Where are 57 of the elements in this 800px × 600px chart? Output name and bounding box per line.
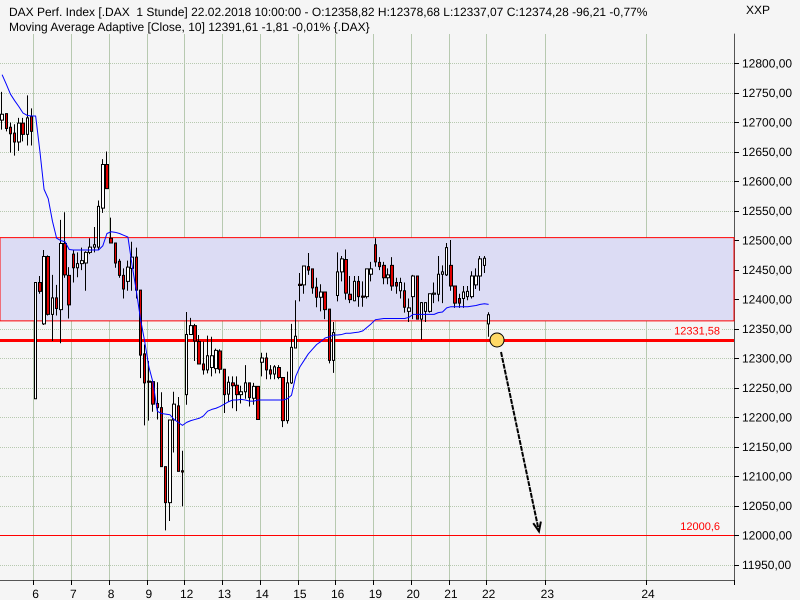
candlestick: [487, 312, 490, 338]
y-tick-label: 12350,00: [742, 322, 792, 336]
y-tick-label: 12000,00: [742, 528, 792, 543]
ref-line-label: 12000,6: [680, 520, 720, 533]
candlestick: [411, 274, 415, 320]
candlestick: [231, 376, 235, 409]
candlestick: [210, 336, 214, 377]
candlestick: [478, 255, 482, 292]
y-tick-label: 12050,00: [742, 499, 792, 514]
y-tick-label: 12400,00: [742, 292, 792, 307]
y-tick-label: 12200,00: [742, 410, 792, 425]
candlestick: [42, 250, 46, 326]
x-tick-label: 21: [444, 587, 458, 600]
x-tick-label: 8: [108, 587, 115, 600]
x-tick-label: 6: [32, 587, 40, 600]
x-tick-label: 13: [218, 587, 232, 600]
candlestick: [344, 248, 348, 300]
candlestick: [17, 117, 21, 152]
y-tick-label: 12600,00: [742, 174, 792, 189]
x-tick-label: 22: [482, 587, 496, 600]
candlestick: [382, 261, 386, 285]
candlestick: [235, 376, 239, 412]
y-tick-label: 12450,00: [742, 263, 792, 278]
x-tick-label: 20: [406, 587, 420, 600]
candlestick: [462, 286, 465, 308]
x-tick-label: 9: [146, 587, 153, 600]
x-tick-label: 14: [255, 587, 270, 600]
y-tick-label: 12250,00: [742, 381, 792, 396]
y-tick-label: 12650,00: [742, 145, 792, 160]
y-tick-label: 12150,00: [742, 440, 792, 454]
candlestick: [0, 91, 4, 130]
candlestick: [256, 386, 260, 420]
candlestick: [260, 352, 264, 377]
y-tick-label: 12800,00: [742, 56, 792, 71]
y-tick-label: 12750,00: [742, 86, 792, 100]
candlestick: [72, 250, 75, 284]
x-tick-label: 24: [641, 587, 656, 600]
chart-title: DAX Perf. Index [.DAX 1 Stunde] 22.02.2018 10:00:00 - O:12358,82 H:12378,68 L:12337,07 C:12374,28 -96,21 -0,77%: [9, 5, 648, 19]
x-tick-label: 15: [293, 587, 307, 600]
candlestick: [374, 238, 377, 268]
y-tick-label: 12500,00: [742, 234, 792, 248]
candlestick: [470, 270, 474, 299]
line-series: [2, 74, 490, 426]
y-tick-label: 12700,00: [742, 116, 792, 130]
x-tick-label: 23: [540, 587, 554, 600]
y-tick-label: 12100,00: [742, 470, 792, 484]
x-tick-label: 16: [330, 587, 345, 600]
x-tick-label: 19: [368, 587, 382, 600]
x-tick-label: 12: [180, 587, 194, 600]
x-tick-label: 7: [70, 587, 78, 600]
y-tick-label: 12300,00: [742, 352, 792, 366]
text: XXP: [746, 3, 770, 17]
chart-subtitle: Moving Average Adaptive [Close, 10] 12391,61 -1,81 -0,01% {.DAX}: [9, 20, 370, 34]
candlestick: [390, 256, 394, 292]
y-tick-label: 11950,00: [742, 558, 792, 572]
y-tick-label: 12550,00: [742, 204, 792, 218]
ref-line-label: 12331,58: [674, 326, 720, 338]
